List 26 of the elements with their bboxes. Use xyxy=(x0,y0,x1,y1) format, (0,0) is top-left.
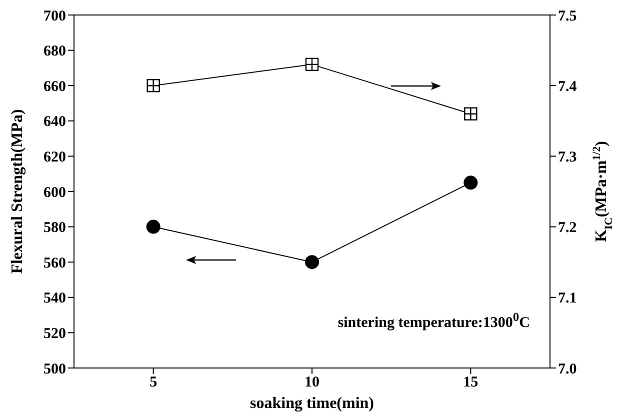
y2-tick-label: 7.2 xyxy=(558,220,577,236)
y-tick-label: 600 xyxy=(44,184,66,201)
y-tick-label: 620 xyxy=(44,150,66,166)
y-tick-label: 560 xyxy=(44,255,66,272)
y-tick-label: 700 xyxy=(44,8,66,24)
y-tick-label: 540 xyxy=(44,290,66,307)
x-tick-label: 15 xyxy=(463,374,478,391)
annotation: sintering temperature:1300$^{0}$C xyxy=(338,310,530,332)
y-tick-label: 520 xyxy=(44,326,66,342)
x-tick-label: 10 xyxy=(304,374,320,391)
y-tick-label: 640 xyxy=(44,114,66,130)
y-tick-label: 580 xyxy=(44,220,66,236)
y-tick-label: 500 xyxy=(44,361,66,378)
point xyxy=(464,176,478,190)
x-axis-title: soaking time(min) xyxy=(250,395,374,412)
x-tick-label: 5 xyxy=(150,374,158,391)
y2-tick-label: 7.5 xyxy=(558,8,577,24)
y2-tick-label: 7.3 xyxy=(558,150,577,166)
y2-tick-label: 7.4 xyxy=(558,78,578,95)
y2-tick-label: 7.0 xyxy=(558,361,577,378)
y-tick-label: 680 xyxy=(44,44,66,60)
point xyxy=(305,255,319,270)
y-axis-title: Flexural Strength(MPa) xyxy=(9,109,26,274)
y2-tick-label: 7.1 xyxy=(558,290,577,307)
point xyxy=(146,220,160,234)
y-tick-label: 660 xyxy=(44,78,66,95)
